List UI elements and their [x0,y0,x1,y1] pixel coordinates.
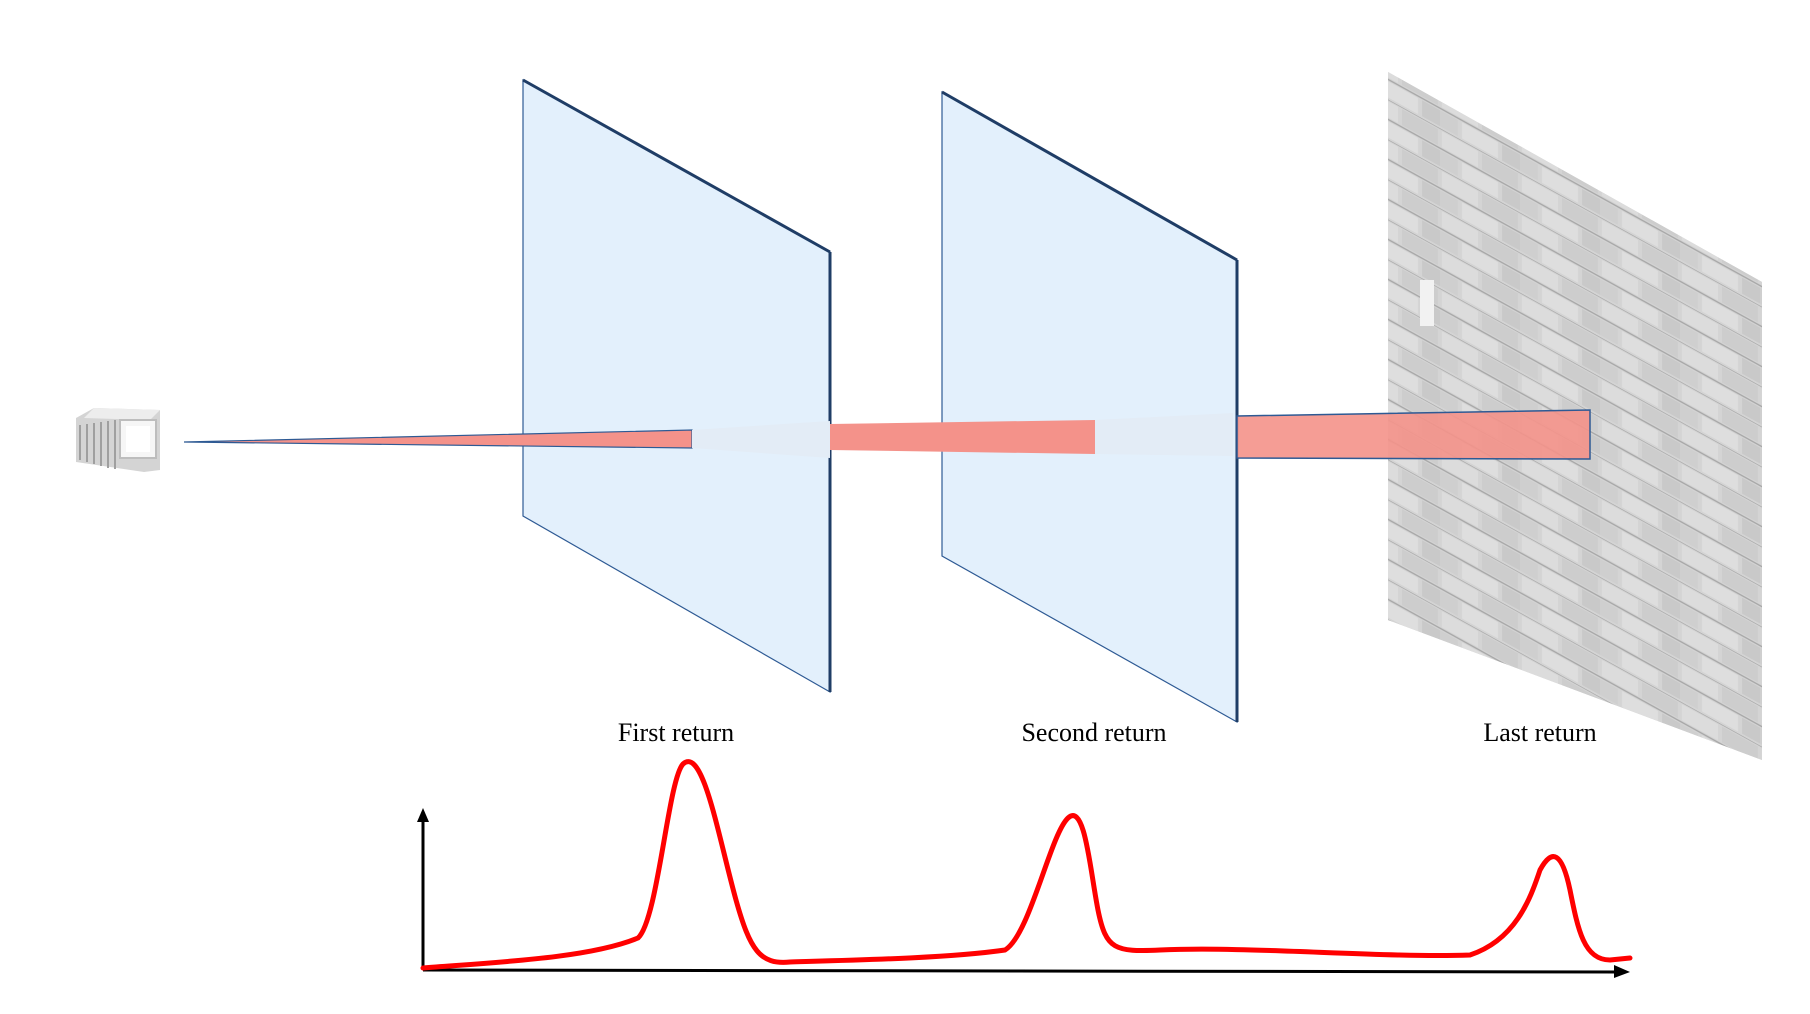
laser-beam [183,409,1591,460]
lidar-sensor-icon [76,408,160,472]
first-glass-plate [522,78,832,694]
return-waveform [420,759,1633,971]
first-return-label: First return [617,718,735,747]
second-glass-plate [941,90,1239,724]
last-return-label: Last return [1483,718,1597,747]
waveform-axes [417,808,1630,978]
second-return-label: Second return [1021,718,1167,747]
brick-wall-icon [1388,72,1762,760]
